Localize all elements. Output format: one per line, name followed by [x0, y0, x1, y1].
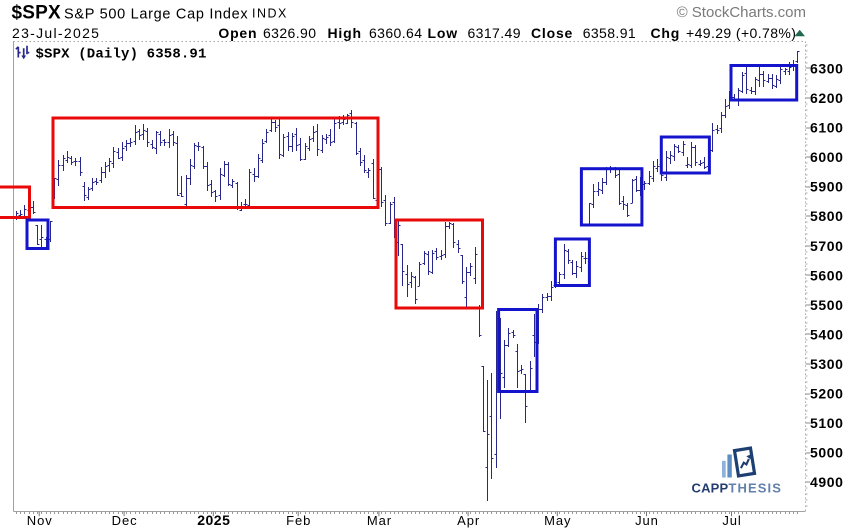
- svg-text:5900: 5900: [810, 179, 844, 195]
- svg-text:Dec: Dec: [112, 513, 138, 528]
- svg-text:Chg: Chg: [651, 25, 681, 41]
- svg-text:May: May: [544, 513, 571, 528]
- svg-text:6200: 6200: [810, 90, 844, 106]
- svg-text:INDX: INDX: [252, 6, 288, 20]
- svg-text:Nov: Nov: [27, 513, 53, 528]
- svg-text:6360.64: 6360.64: [369, 25, 422, 41]
- svg-text:23-Jul-2025: 23-Jul-2025: [12, 25, 100, 41]
- svg-text:4900: 4900: [810, 474, 844, 490]
- svg-text:6300: 6300: [810, 61, 844, 77]
- svg-text:Feb: Feb: [286, 513, 311, 528]
- svg-text:5500: 5500: [810, 297, 844, 313]
- svg-text:CAPPTHESIS: CAPPTHESIS: [692, 481, 782, 496]
- svg-text:5100: 5100: [810, 415, 844, 431]
- svg-text:5200: 5200: [810, 386, 844, 402]
- svg-text:Apr: Apr: [457, 513, 480, 528]
- svg-text:+49.29 (+0.78%): +49.29 (+0.78%): [686, 25, 796, 41]
- svg-text:Jun: Jun: [635, 513, 659, 528]
- svg-text:© StockCharts.com: © StockCharts.com: [677, 4, 806, 21]
- svg-text:Close: Close: [531, 25, 573, 41]
- svg-text:$SPX (Daily) 6358.91: $SPX (Daily) 6358.91: [36, 47, 207, 63]
- svg-text:High: High: [328, 25, 362, 41]
- svg-text:6000: 6000: [810, 149, 844, 165]
- svg-text:Low: Low: [428, 25, 458, 41]
- svg-text:6326.90: 6326.90: [263, 25, 316, 41]
- svg-text:$SPX: $SPX: [12, 3, 62, 24]
- svg-text:5600: 5600: [810, 267, 844, 283]
- svg-text:Open: Open: [218, 25, 257, 41]
- svg-text:5700: 5700: [810, 238, 844, 254]
- svg-text:6358.91: 6358.91: [583, 25, 636, 41]
- svg-text:5300: 5300: [810, 356, 844, 372]
- svg-text:5800: 5800: [810, 208, 844, 224]
- svg-text:Mar: Mar: [367, 513, 392, 528]
- svg-text:2025: 2025: [197, 512, 230, 528]
- svg-text:Jul: Jul: [722, 513, 741, 528]
- svg-text:6317.49: 6317.49: [468, 25, 521, 41]
- svg-text:5400: 5400: [810, 326, 844, 342]
- svg-text:6100: 6100: [810, 120, 844, 136]
- svg-text:S&P 500 Large Cap Index: S&P 500 Large Cap Index: [64, 7, 248, 23]
- svg-text:5000: 5000: [810, 445, 844, 461]
